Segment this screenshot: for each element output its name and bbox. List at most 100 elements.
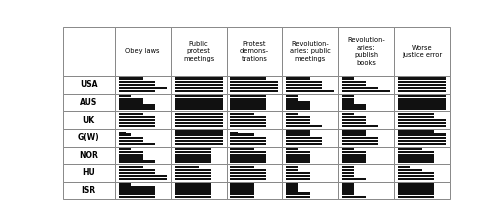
- Bar: [230, 148, 254, 150]
- Bar: [174, 98, 222, 101]
- Bar: [230, 84, 278, 86]
- Bar: [286, 104, 310, 107]
- Bar: [118, 125, 155, 127]
- Bar: [282, 164, 339, 182]
- Bar: [286, 119, 310, 121]
- Bar: [170, 146, 226, 164]
- Text: Protest
demons-
trations: Protest demons- trations: [240, 41, 269, 62]
- Bar: [286, 166, 298, 168]
- Bar: [398, 134, 446, 136]
- Bar: [230, 113, 254, 115]
- Bar: [115, 76, 170, 94]
- Bar: [62, 146, 115, 164]
- Bar: [394, 27, 450, 76]
- Bar: [174, 175, 210, 177]
- Bar: [342, 98, 354, 101]
- Bar: [342, 113, 354, 115]
- Bar: [118, 154, 142, 157]
- Bar: [398, 125, 446, 127]
- Bar: [174, 136, 222, 139]
- Bar: [342, 186, 354, 189]
- Bar: [118, 81, 155, 83]
- Bar: [398, 104, 446, 107]
- Bar: [282, 129, 339, 146]
- Bar: [398, 108, 446, 110]
- Bar: [398, 122, 446, 124]
- Bar: [230, 132, 237, 133]
- Bar: [170, 111, 226, 129]
- Bar: [342, 172, 354, 174]
- Bar: [394, 111, 450, 129]
- Bar: [394, 182, 450, 199]
- Bar: [286, 134, 310, 136]
- Bar: [286, 140, 322, 142]
- Bar: [62, 164, 115, 182]
- Bar: [342, 104, 366, 107]
- Bar: [230, 160, 266, 163]
- Bar: [286, 81, 322, 83]
- Bar: [342, 116, 366, 118]
- Bar: [118, 95, 130, 97]
- Bar: [398, 143, 446, 145]
- Bar: [174, 78, 222, 80]
- Bar: [398, 119, 446, 121]
- Bar: [226, 164, 282, 182]
- Text: Revolution-
aries:
publish
books: Revolution- aries: publish books: [348, 37, 385, 66]
- Bar: [398, 130, 434, 133]
- Bar: [118, 166, 142, 168]
- Bar: [398, 183, 434, 185]
- Text: Revolution-
aries: public
meetings: Revolution- aries: public meetings: [290, 41, 331, 62]
- Bar: [398, 95, 446, 97]
- Bar: [174, 134, 222, 136]
- Bar: [394, 129, 450, 146]
- Bar: [282, 94, 339, 111]
- Bar: [118, 84, 155, 86]
- Bar: [115, 27, 170, 76]
- Bar: [286, 186, 298, 189]
- Bar: [342, 78, 354, 80]
- Bar: [118, 189, 155, 192]
- Bar: [398, 90, 446, 92]
- Bar: [230, 196, 254, 198]
- Bar: [230, 151, 266, 153]
- Bar: [118, 183, 130, 185]
- Bar: [174, 196, 210, 198]
- Bar: [398, 186, 434, 189]
- Bar: [286, 183, 298, 185]
- Bar: [342, 84, 366, 86]
- Bar: [174, 125, 222, 127]
- Bar: [286, 113, 298, 115]
- Bar: [230, 172, 266, 174]
- Bar: [342, 157, 366, 160]
- Bar: [398, 101, 446, 104]
- Bar: [230, 78, 266, 80]
- Bar: [170, 27, 226, 76]
- Bar: [342, 101, 354, 104]
- Bar: [398, 148, 422, 150]
- Bar: [342, 169, 354, 171]
- Bar: [286, 148, 298, 150]
- Text: HU: HU: [82, 168, 95, 177]
- Bar: [286, 122, 310, 124]
- Bar: [174, 108, 222, 110]
- Bar: [338, 129, 394, 146]
- Bar: [115, 94, 170, 111]
- Bar: [230, 116, 266, 118]
- Bar: [282, 146, 339, 164]
- Bar: [282, 76, 339, 94]
- Bar: [174, 87, 222, 89]
- Bar: [174, 101, 222, 104]
- Bar: [226, 76, 282, 94]
- Bar: [342, 140, 378, 142]
- Bar: [230, 136, 266, 139]
- Bar: [342, 134, 366, 136]
- Bar: [286, 178, 310, 180]
- Bar: [286, 154, 310, 157]
- Bar: [398, 81, 446, 83]
- Bar: [230, 183, 254, 185]
- Bar: [62, 111, 115, 129]
- Bar: [286, 196, 310, 198]
- Bar: [230, 166, 254, 168]
- Bar: [62, 76, 115, 94]
- Bar: [226, 111, 282, 129]
